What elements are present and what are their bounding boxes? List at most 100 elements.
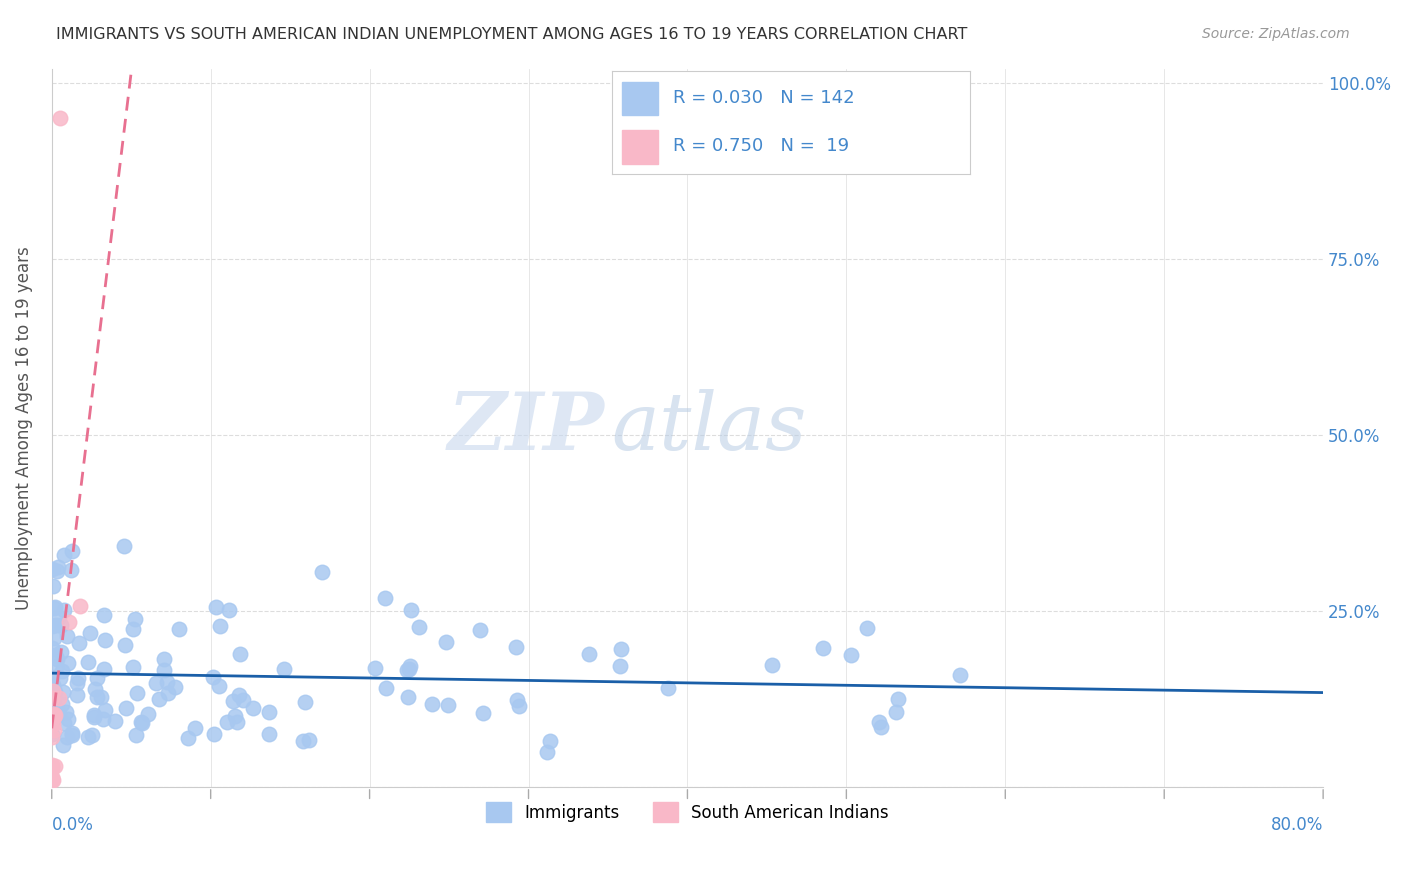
Point	[58, 615, 80, 630]
Point	[83, 682, 105, 697]
Point	[48, 111, 70, 125]
Point	[538, 734, 561, 748]
Point	[177, 731, 200, 745]
Point	[257, 705, 280, 719]
Text: R = 0.030   N = 142: R = 0.030 N = 142	[672, 89, 855, 107]
Point	[41, 731, 63, 745]
Point	[83, 707, 105, 722]
Point	[114, 638, 136, 652]
Point	[90, 690, 112, 704]
Point	[41, 703, 63, 717]
Point	[167, 622, 190, 636]
Point	[374, 591, 396, 605]
Point	[66, 671, 89, 685]
Point	[470, 624, 492, 638]
Point	[94, 702, 117, 716]
Point	[51, 664, 73, 678]
Point	[48, 560, 70, 574]
Point	[471, 706, 494, 721]
Point	[48, 610, 70, 624]
Point	[156, 675, 179, 690]
Point	[49, 671, 72, 685]
Point	[225, 714, 247, 729]
Point	[811, 640, 834, 655]
Point	[41, 677, 63, 691]
Point	[208, 679, 231, 693]
Point	[42, 601, 65, 615]
Legend: Immigrants, South American Indians: Immigrants, South American Indians	[479, 795, 896, 829]
Point	[202, 727, 225, 741]
Point	[868, 714, 890, 729]
Point	[83, 710, 105, 724]
Point	[408, 619, 430, 633]
Point	[124, 612, 146, 626]
Point	[884, 706, 907, 720]
Point	[41, 562, 63, 576]
Point	[401, 602, 423, 616]
Point	[41, 688, 63, 702]
Point	[48, 691, 70, 706]
Point	[46, 564, 69, 578]
Point	[41, 772, 63, 787]
Text: ZIP: ZIP	[449, 389, 605, 467]
Point	[148, 691, 170, 706]
Point	[48, 707, 70, 722]
Point	[506, 692, 529, 706]
Point	[41, 641, 63, 656]
Point	[66, 675, 89, 690]
Point	[131, 716, 153, 731]
Point	[56, 730, 79, 744]
Point	[578, 647, 600, 661]
Point	[51, 697, 73, 711]
Point	[231, 693, 253, 707]
Point	[52, 685, 75, 699]
Point	[297, 732, 319, 747]
Point	[395, 664, 418, 678]
Point	[44, 701, 66, 715]
Text: atlas: atlas	[612, 389, 807, 467]
Point	[217, 714, 239, 729]
Point	[44, 648, 66, 662]
Point	[145, 675, 167, 690]
Point	[163, 680, 186, 694]
Point	[887, 692, 910, 706]
Point	[184, 721, 207, 735]
Point	[45, 618, 67, 632]
Point	[222, 694, 245, 708]
Text: IMMIGRANTS VS SOUTH AMERICAN INDIAN UNEMPLOYMENT AMONG AGES 16 TO 19 YEARS CORRE: IMMIGRANTS VS SOUTH AMERICAN INDIAN UNEM…	[56, 27, 967, 42]
Point	[42, 695, 65, 709]
Point	[41, 681, 63, 696]
Y-axis label: Unemployment Among Ages 16 to 19 years: Unemployment Among Ages 16 to 19 years	[15, 246, 32, 609]
Point	[42, 683, 65, 698]
Point	[436, 635, 458, 649]
Point	[41, 761, 63, 775]
Point	[86, 690, 108, 704]
Point	[53, 716, 76, 731]
Point	[42, 710, 65, 724]
Point	[44, 758, 66, 772]
Point	[257, 727, 280, 741]
Point	[69, 599, 91, 613]
Point	[870, 720, 893, 734]
Point	[311, 565, 333, 579]
Point	[42, 701, 65, 715]
Point	[60, 544, 83, 558]
Point	[44, 685, 66, 699]
Point	[56, 712, 79, 726]
Point	[44, 707, 66, 722]
Point	[55, 705, 77, 719]
Point	[292, 733, 315, 747]
Text: 0.0%: 0.0%	[52, 815, 94, 834]
Point	[66, 688, 89, 702]
Point	[51, 617, 73, 632]
Point	[41, 690, 63, 705]
Point	[115, 700, 138, 714]
Point	[420, 697, 443, 711]
Point	[93, 608, 115, 623]
Point	[104, 714, 127, 728]
Point	[42, 578, 65, 592]
Point	[46, 702, 69, 716]
Point	[374, 681, 396, 695]
Point	[86, 671, 108, 685]
Point	[60, 725, 83, 739]
